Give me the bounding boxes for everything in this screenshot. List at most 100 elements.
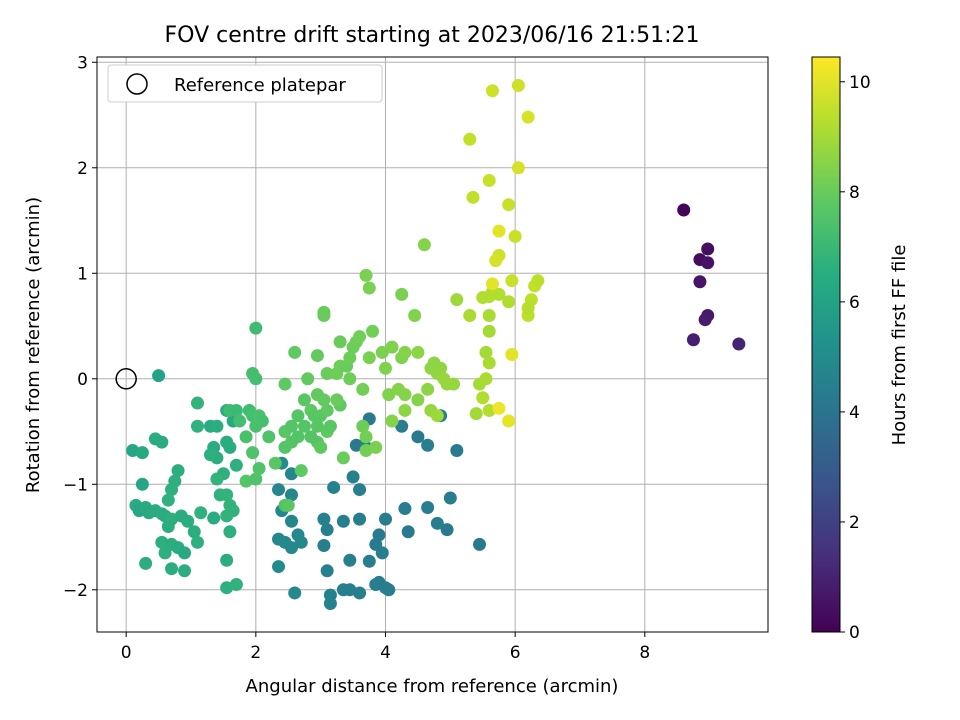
data-point: [369, 440, 383, 454]
data-point: [220, 488, 234, 502]
data-point: [411, 345, 425, 359]
data-point: [252, 461, 266, 475]
data-point: [233, 414, 247, 428]
data-point: [246, 446, 260, 460]
data-point: [482, 173, 496, 187]
data-point: [294, 464, 308, 478]
data-point: [161, 519, 175, 533]
x-axis-label: Angular distance from reference (arcmin): [246, 676, 619, 697]
data-point: [239, 474, 253, 488]
data-point: [479, 345, 493, 359]
colorbar-tick-label: 6: [849, 293, 860, 313]
data-point: [686, 333, 700, 347]
data-point: [482, 308, 496, 322]
data-point: [434, 361, 448, 375]
data-point: [469, 407, 483, 421]
data-point: [297, 419, 311, 433]
data-point: [291, 430, 305, 444]
data-point: [701, 242, 715, 256]
data-point: [430, 409, 444, 423]
data-point: [190, 535, 204, 549]
data-point: [395, 419, 409, 433]
data-point: [421, 382, 435, 396]
data-point: [317, 512, 331, 526]
data-point: [288, 345, 302, 359]
axis-layer: 0 2 4 6 8 −2 −1 0 1 2 3: [63, 53, 650, 663]
data-point: [323, 419, 337, 433]
data-point: [482, 324, 496, 338]
data-point: [511, 78, 525, 92]
data-point: [207, 511, 221, 525]
x-tick-label: 0: [121, 643, 132, 663]
data-point: [284, 488, 298, 502]
data-point: [249, 472, 263, 486]
data-point: [382, 583, 396, 597]
data-point: [320, 403, 334, 417]
colorbar-tick-label: 10: [849, 73, 871, 93]
data-point: [229, 403, 243, 417]
data-point: [411, 430, 425, 444]
plot-frame: [96, 56, 769, 633]
data-point: [447, 377, 461, 391]
data-point: [220, 509, 234, 523]
data-point: [463, 132, 477, 146]
chart-title: FOV centre drift starting at 2023/06/16 …: [165, 23, 700, 48]
data-point: [356, 382, 370, 396]
data-point: [463, 308, 477, 322]
data-point: [190, 396, 204, 410]
x-tick-label: 4: [380, 643, 391, 663]
data-point: [398, 345, 412, 359]
data-point: [349, 438, 363, 452]
reference-platepar-marker: [115, 368, 137, 390]
data-point: [178, 546, 192, 560]
data-point: [421, 501, 435, 515]
data-point: [317, 305, 331, 319]
data-point: [489, 254, 503, 268]
data-point: [165, 562, 179, 576]
data-point: [353, 483, 367, 497]
data-point: [327, 480, 341, 494]
points-layer: [115, 78, 746, 611]
data-point: [677, 203, 691, 217]
data-point: [408, 308, 422, 322]
data-point: [278, 377, 292, 391]
data-point: [450, 293, 464, 307]
data-point: [126, 444, 140, 458]
data-point: [378, 361, 392, 375]
data-point: [135, 446, 149, 460]
y-tick-label: −2: [63, 581, 88, 601]
data-point: [320, 523, 334, 537]
data-point: [239, 430, 253, 444]
y-tick-label: 0: [77, 370, 88, 390]
data-point: [502, 295, 516, 309]
data-point: [362, 281, 376, 295]
data-point: [223, 440, 237, 454]
x-tick-label: 6: [510, 643, 521, 663]
data-point: [268, 456, 282, 470]
x-tick-label: 8: [639, 643, 650, 663]
data-point: [440, 523, 454, 537]
data-point: [171, 464, 185, 478]
data-point: [466, 190, 480, 204]
data-point: [288, 586, 302, 600]
data-point: [698, 313, 712, 327]
data-point: [178, 564, 192, 578]
data-point: [281, 498, 295, 512]
data-point: [521, 301, 535, 315]
data-point: [508, 229, 522, 243]
data-point: [701, 256, 715, 270]
data-point: [482, 356, 496, 370]
y-tick-label: −1: [63, 475, 88, 495]
data-point: [284, 419, 298, 433]
colorbar-tick-label: 4: [849, 403, 860, 423]
data-point: [421, 438, 435, 452]
data-point: [401, 525, 415, 539]
data-point: [294, 535, 308, 549]
data-point: [398, 502, 412, 516]
data-point: [262, 430, 276, 444]
data-point: [272, 483, 286, 497]
data-point: [165, 483, 179, 497]
data-point: [353, 512, 367, 526]
data-point: [203, 448, 217, 462]
